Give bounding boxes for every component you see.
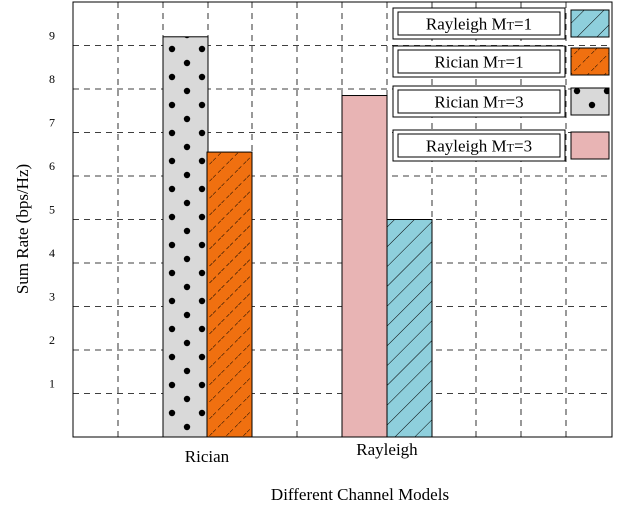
plot-frame <box>72 1 613 438</box>
y-tick-label: 2 <box>49 333 55 347</box>
bar-rician-mt-3 <box>162 36 209 438</box>
x-category-labels: Rician Rayleigh <box>185 440 418 466</box>
legend-label-rayleigh-mt-3: Rayleigh MT=3 <box>426 137 532 156</box>
legend-label-rician-mt-3: Rician MT=3 <box>434 93 523 112</box>
x-tick-label: Rician <box>185 447 230 466</box>
bars <box>162 36 433 438</box>
legend-box-inner <box>397 133 561 158</box>
y-tick-labels: 12345678910 <box>49 29 55 391</box>
legend-box-inner <box>397 49 561 74</box>
x-tick-label: Rayleigh <box>356 440 418 459</box>
y-tick-label: 6 <box>49 159 55 173</box>
y-tick-label: 4 <box>49 246 55 260</box>
y-tick-label: 5 <box>49 203 55 217</box>
legend-swatch-rician-mt-1 <box>570 47 610 76</box>
legend-swatch-rayleigh-mt-3 <box>570 131 610 160</box>
legend-box-inner <box>397 11 561 36</box>
legend-box-inner <box>397 89 561 114</box>
x-axis-label: Different Channel Models <box>271 485 449 504</box>
legend-label-rayleigh-mt-1: Rayleigh MT=1 <box>426 15 532 34</box>
y-tick-label: 3 <box>49 290 55 304</box>
y-tick-label: 7 <box>49 116 55 130</box>
legend-swatch-rician-mt-3 <box>570 87 610 116</box>
bar-rician-mt-1 <box>206 151 253 438</box>
y-axis-label: Sum Rate (bps/Hz) <box>13 164 32 294</box>
y-tick-label: 8 <box>49 72 55 86</box>
y-tick-label: 1 <box>49 377 55 391</box>
y-tick-label: 9 <box>49 29 55 43</box>
legend-label-rician-mt-1: Rician MT=1 <box>434 53 523 72</box>
bar-rayleigh-mt-1 <box>386 219 433 438</box>
bar-rayleigh-mt-3 <box>341 95 388 438</box>
legend: Rayleigh MT=1 Rician MT=1 Rician MT=3 Rayle… <box>392 7 610 162</box>
legend-swatch-rayleigh-mt-1 <box>570 9 610 38</box>
